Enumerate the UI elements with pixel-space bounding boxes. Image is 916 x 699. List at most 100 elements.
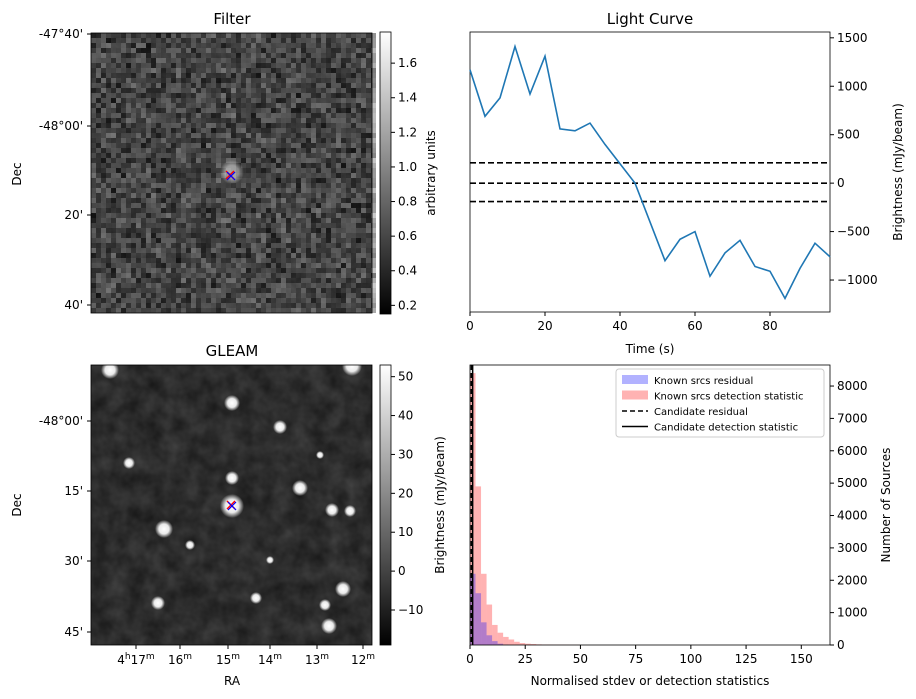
radio-source: [151, 596, 165, 610]
legend-label: Candidate residual: [654, 407, 748, 418]
lightcurve-x-axis: 0 20 40 60 80: [466, 312, 778, 333]
y-tick-label: 40': [64, 298, 83, 312]
gleam-xlabel: RA: [224, 674, 241, 688]
gleam-colorbar-label: Brightness (mJy/beam): [433, 436, 447, 574]
lightcurve-y-axis: 1500 1000 500 0 −500 −1000: [830, 31, 878, 287]
legend-label: Known srcs residual: [654, 376, 753, 387]
colorbar-tick-label: 30: [398, 447, 413, 461]
y-tick-label: 20': [64, 208, 83, 222]
y-tick-label: 45': [64, 625, 83, 639]
x-tick-label: 12m​: [351, 652, 375, 667]
x-tick-label: 50: [573, 652, 588, 666]
colorbar-tick-label: 10: [398, 525, 413, 539]
y-tick-label: 5000: [837, 476, 868, 490]
y-tick-label: 1000: [837, 606, 868, 620]
radio-source: [292, 480, 308, 496]
colorbar-tick-label: 0.6: [398, 229, 417, 243]
legend-box: [615, 368, 825, 438]
y-tick-label: 30': [64, 554, 83, 568]
colorbar-tick-label: 1.6: [398, 56, 417, 70]
y-tick-label: 2000: [837, 573, 868, 587]
colorbar-tick-label: 0.8: [398, 195, 417, 209]
gleam-colorbar: −10 0 10 20 30 40 50: [379, 364, 423, 646]
gleam-y-axis: -48°00' 15' 30' 45': [39, 414, 91, 639]
colorbar-tick-label: 1.0: [398, 160, 417, 174]
radio-source: [342, 356, 362, 376]
histogram-frame: [469, 364, 831, 646]
lightcurve-line: [469, 43, 831, 301]
histogram-bar: [481, 622, 487, 645]
radio-source: [155, 520, 173, 538]
x-tick-label: 125: [735, 652, 758, 666]
filter-y-axis: -47°40' -48°00' 20' 40': [39, 27, 91, 312]
gleam-marker: [226, 500, 237, 511]
histogram-panel: 0 25 50 75 100 125 150 0 1000 2000 3000 4000 5000 60…: [466, 364, 893, 688]
filter-ylabel: Dec: [10, 162, 24, 185]
y-tick-label: -48°00': [39, 119, 83, 133]
histogram-bar: [492, 641, 498, 645]
filter-colorbar-label: arbitrary units: [424, 130, 438, 216]
histogram-bar: [530, 644, 537, 645]
y-tick-label: 8000: [837, 379, 868, 393]
radio-source: [273, 420, 287, 434]
legend-label: Candidate detection statistic: [654, 423, 798, 434]
colorbar-tick-label: 40: [398, 409, 413, 423]
x-tick-label: 25: [518, 652, 533, 666]
radio-source: [101, 361, 119, 379]
histogram-bar: [508, 639, 515, 645]
radio-source: [250, 592, 262, 604]
filter-marker: [225, 170, 236, 181]
colorbar-tick-label: 1.2: [398, 125, 417, 139]
colorbar-tick-label: −10: [398, 603, 423, 617]
radio-source: [335, 581, 351, 597]
x-tick-label: 100: [679, 652, 702, 666]
radio-source: [266, 556, 274, 564]
colorbar-tick-label: 1.4: [398, 91, 417, 105]
y-tick-label: -47°40': [39, 27, 83, 41]
radio-source: [123, 457, 135, 469]
y-tick-label: 1500: [837, 31, 868, 45]
y-tick-label: 3000: [837, 541, 868, 555]
x-tick-label: 0: [466, 319, 474, 333]
radio-source: [185, 540, 195, 550]
y-tick-label: 0: [837, 176, 845, 190]
x-tick-label: 75: [628, 652, 643, 666]
lightcurve-reference-lines: [470, 161, 830, 203]
filter-colorbar: 0.2 0.4 0.6 0.8 1.0 1.2 1.4 1.6: [379, 31, 417, 315]
histogram-bar: [492, 624, 498, 645]
y-tick-label: 1000: [837, 79, 868, 93]
lightcurve-frame: [469, 31, 831, 313]
x-tick-label: 16m​: [168, 652, 192, 667]
x-tick-label: 15m​: [216, 652, 240, 667]
y-tick-label: 500: [837, 128, 860, 142]
histogram-bar: [514, 641, 520, 645]
histogram-candidate-lines: [470, 365, 474, 645]
y-tick-label: −1000: [837, 273, 878, 287]
colorbar-tick-label: 0.2: [398, 298, 417, 312]
histogram-bar: [525, 643, 531, 645]
gleam-ylabel: Dec: [10, 493, 24, 516]
histogram-bar: [475, 593, 482, 645]
radio-source: [316, 451, 324, 459]
x-tick-label: 13m​: [305, 652, 329, 667]
x-tick-label: 80: [762, 319, 777, 333]
histogram-bars: [470, 373, 581, 645]
histogram-bar: [475, 486, 482, 645]
histogram-bar: [481, 573, 487, 645]
y-tick-label: -48°00': [39, 414, 83, 428]
lightcurve-ylabel: Brightness (mJy/beam): [891, 103, 905, 241]
lightcurve-series: [469, 43, 831, 301]
x-tick-label: 14m​: [258, 652, 282, 667]
radio-source: [224, 395, 240, 411]
histogram-bar: [503, 636, 509, 645]
x-tick-label: 20: [537, 319, 552, 333]
histogram-bar: [497, 643, 504, 645]
x-tick-label: 60: [687, 319, 702, 333]
colorbar-tick-label: 20: [398, 486, 413, 500]
histogram-bar: [486, 604, 493, 645]
radio-source: [344, 505, 356, 517]
filter-title: Filter: [213, 10, 251, 28]
radio-source: [325, 503, 339, 517]
gleam-x-axis: 4h​17m​ 16m​ 15m​ 14m​ 13m​ 12m​: [117, 645, 375, 667]
